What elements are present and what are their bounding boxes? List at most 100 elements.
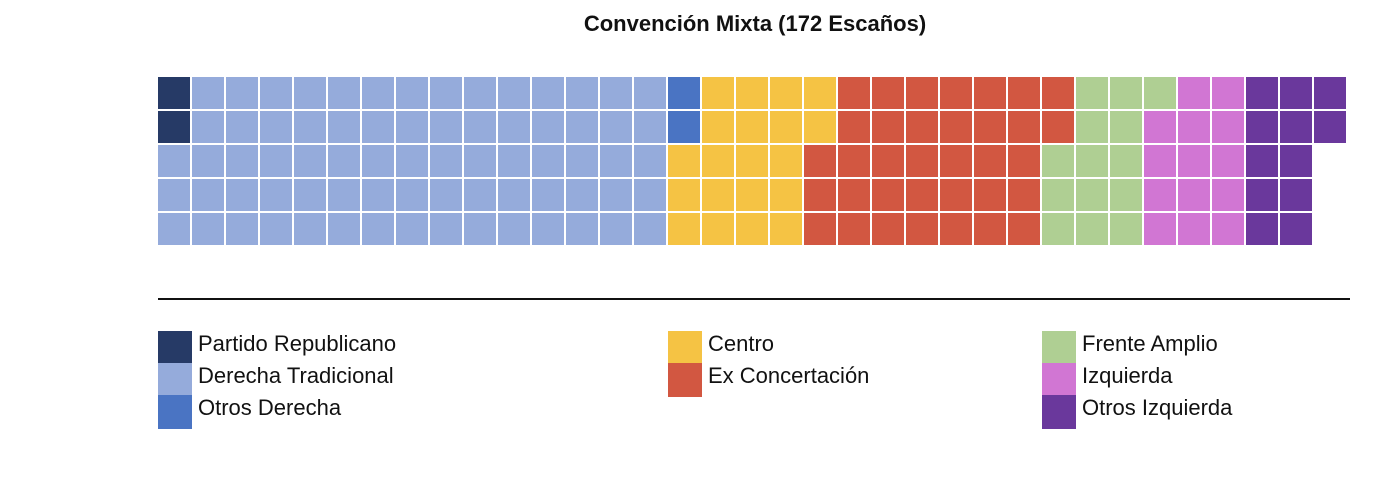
seat-izquierda bbox=[1178, 179, 1210, 211]
legend-swatch-otros-derecha bbox=[158, 395, 192, 429]
seat-otros-izquierda bbox=[1246, 179, 1278, 211]
seat-otros-derecha bbox=[668, 111, 700, 143]
seat-derecha-tradicional bbox=[396, 77, 428, 109]
seat-otros-derecha bbox=[668, 77, 700, 109]
seat-ex-concertacion bbox=[974, 111, 1006, 143]
seat-derecha-tradicional bbox=[498, 145, 530, 177]
legend-label-izquierda: Izquierda bbox=[1082, 363, 1173, 388]
seat-derecha-tradicional bbox=[260, 145, 292, 177]
seat-ex-concertacion bbox=[906, 77, 938, 109]
waffle-chart bbox=[158, 77, 1346, 245]
seat-derecha-tradicional bbox=[226, 77, 258, 109]
seat-derecha-tradicional bbox=[158, 145, 190, 177]
seat-centro bbox=[736, 213, 768, 245]
seat-ex-concertacion bbox=[1008, 213, 1040, 245]
seat-derecha-tradicional bbox=[464, 111, 496, 143]
seat-derecha-tradicional bbox=[226, 213, 258, 245]
seat-derecha-tradicional bbox=[260, 111, 292, 143]
seat-ex-concertacion bbox=[974, 179, 1006, 211]
seat-derecha-tradicional bbox=[464, 179, 496, 211]
seat-derecha-tradicional bbox=[294, 111, 326, 143]
seat-otros-izquierda bbox=[1280, 213, 1312, 245]
seat-derecha-tradicional bbox=[396, 145, 428, 177]
legend-swatch-izquierda bbox=[1042, 363, 1076, 397]
seat-frente-amplio bbox=[1042, 179, 1074, 211]
seat-ex-concertacion bbox=[906, 213, 938, 245]
seat-derecha-tradicional bbox=[430, 77, 462, 109]
seat-derecha-tradicional bbox=[566, 179, 598, 211]
seat-derecha-tradicional bbox=[192, 145, 224, 177]
seat-derecha-tradicional bbox=[226, 111, 258, 143]
seat-ex-concertacion bbox=[940, 111, 972, 143]
seat-centro bbox=[770, 179, 802, 211]
seat-centro bbox=[770, 145, 802, 177]
seat-ex-concertacion bbox=[804, 213, 836, 245]
seat-derecha-tradicional bbox=[294, 213, 326, 245]
seat-frente-amplio bbox=[1042, 213, 1074, 245]
seat-centro bbox=[770, 213, 802, 245]
legend-label-partido-republicano: Partido Republicano bbox=[198, 331, 397, 356]
seat-otros-izquierda bbox=[1280, 145, 1312, 177]
seat-derecha-tradicional bbox=[566, 77, 598, 109]
seat-derecha-tradicional bbox=[498, 213, 530, 245]
seat-derecha-tradicional bbox=[532, 145, 564, 177]
seat-izquierda bbox=[1178, 145, 1210, 177]
seat-ex-concertacion bbox=[974, 145, 1006, 177]
seat-centro bbox=[736, 77, 768, 109]
seat-ex-concertacion bbox=[804, 179, 836, 211]
seat-izquierda bbox=[1212, 77, 1244, 109]
seat-izquierda bbox=[1144, 145, 1176, 177]
seat-centro bbox=[736, 111, 768, 143]
legend-swatch-partido-republicano bbox=[158, 331, 192, 365]
seat-derecha-tradicional bbox=[362, 213, 394, 245]
seat-centro bbox=[804, 111, 836, 143]
seat-frente-amplio bbox=[1076, 213, 1108, 245]
seat-partido-republicano bbox=[158, 77, 190, 109]
seat-frente-amplio bbox=[1110, 111, 1142, 143]
seat-frente-amplio bbox=[1042, 145, 1074, 177]
seat-derecha-tradicional bbox=[600, 77, 632, 109]
seat-centro bbox=[702, 179, 734, 211]
seat-ex-concertacion bbox=[838, 77, 870, 109]
seat-derecha-tradicional bbox=[634, 77, 666, 109]
seat-ex-concertacion bbox=[872, 179, 904, 211]
seat-derecha-tradicional bbox=[396, 213, 428, 245]
seat-centro bbox=[770, 77, 802, 109]
seat-centro bbox=[736, 179, 768, 211]
seat-frente-amplio bbox=[1110, 145, 1142, 177]
legend-swatch-otros-izquierda bbox=[1042, 395, 1076, 429]
seat-derecha-tradicional bbox=[600, 179, 632, 211]
seat-ex-concertacion bbox=[1008, 111, 1040, 143]
chart-title: Convención Mixta (172 Escaños) bbox=[583, 11, 927, 36]
seat-otros-izquierda bbox=[1280, 77, 1312, 109]
seat-izquierda bbox=[1178, 111, 1210, 143]
legend-swatch-centro bbox=[668, 331, 702, 365]
seat-derecha-tradicional bbox=[328, 111, 360, 143]
seat-ex-concertacion bbox=[906, 145, 938, 177]
legend-label-centro: Centro bbox=[708, 331, 775, 356]
seat-centro bbox=[668, 145, 700, 177]
seat-ex-concertacion bbox=[1042, 77, 1074, 109]
seat-centro bbox=[702, 111, 734, 143]
seat-ex-concertacion bbox=[974, 213, 1006, 245]
seat-derecha-tradicional bbox=[464, 213, 496, 245]
seat-derecha-tradicional bbox=[362, 111, 394, 143]
seat-derecha-tradicional bbox=[498, 77, 530, 109]
seat-derecha-tradicional bbox=[634, 145, 666, 177]
seat-frente-amplio bbox=[1110, 179, 1142, 211]
seat-izquierda bbox=[1212, 213, 1244, 245]
seat-izquierda bbox=[1212, 145, 1244, 177]
seat-centro bbox=[736, 145, 768, 177]
seat-otros-izquierda bbox=[1246, 111, 1278, 143]
seat-otros-izquierda bbox=[1246, 77, 1278, 109]
seat-derecha-tradicional bbox=[362, 179, 394, 211]
seat-ex-concertacion bbox=[1008, 179, 1040, 211]
seat-ex-concertacion bbox=[940, 179, 972, 211]
seat-derecha-tradicional bbox=[328, 179, 360, 211]
seat-derecha-tradicional bbox=[498, 179, 530, 211]
seat-otros-izquierda bbox=[1246, 145, 1278, 177]
seat-otros-izquierda bbox=[1314, 111, 1346, 143]
seat-ex-concertacion bbox=[838, 145, 870, 177]
seat-derecha-tradicional bbox=[192, 179, 224, 211]
seat-ex-concertacion bbox=[906, 179, 938, 211]
